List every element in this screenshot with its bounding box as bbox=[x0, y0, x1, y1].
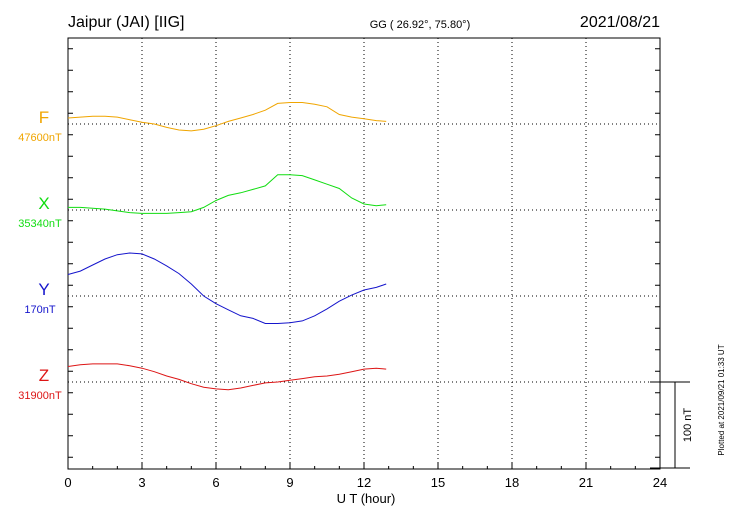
series-line-z bbox=[67, 363, 387, 391]
series-baseline-f: 47600nT bbox=[18, 132, 62, 144]
x-tick-label: 6 bbox=[212, 475, 219, 490]
x-tick-label: 21 bbox=[579, 475, 593, 490]
x-tick-label: 12 bbox=[357, 475, 371, 490]
x-tick-label: 9 bbox=[286, 475, 293, 490]
plot-area: 0 3 6 9 12 15 18 21 24 100 nT bbox=[64, 37, 694, 490]
x-tick-label: 15 bbox=[431, 475, 445, 490]
x-tick-label: 0 bbox=[64, 475, 71, 490]
x-tick-label: 24 bbox=[653, 475, 667, 490]
series-name-z: Z bbox=[39, 366, 49, 385]
plotted-timestamp: Plotted at 2021/09/21 01:33 UT bbox=[717, 344, 726, 455]
x-tick-label: 3 bbox=[138, 475, 145, 490]
series-baseline-x: 35340nT bbox=[18, 218, 62, 230]
x-axis-label: U T (hour) bbox=[337, 491, 396, 506]
series-name-x: X bbox=[38, 194, 49, 213]
series-baseline-y: 170nT bbox=[24, 304, 55, 316]
series-line-y bbox=[67, 252, 387, 324]
series-line-x bbox=[68, 174, 387, 214]
series-labels: F 47600nT X 35340nT Y 170nT Z 31900nT bbox=[18, 108, 62, 402]
x-tick-label: 18 bbox=[505, 475, 519, 490]
coordinates-label: GG ( 26.92°, 75.80°) bbox=[370, 19, 471, 31]
series-line-f bbox=[67, 102, 387, 132]
series-name-f: F bbox=[39, 108, 49, 127]
series-baseline-z: 31900nT bbox=[18, 390, 62, 402]
date-label: 2021/08/21 bbox=[580, 14, 660, 31]
station-title: Jaipur (JAI) [IIG] bbox=[68, 14, 184, 31]
scale-bar-label: 100 nT bbox=[682, 408, 694, 443]
series-name-y: Y bbox=[38, 280, 49, 299]
